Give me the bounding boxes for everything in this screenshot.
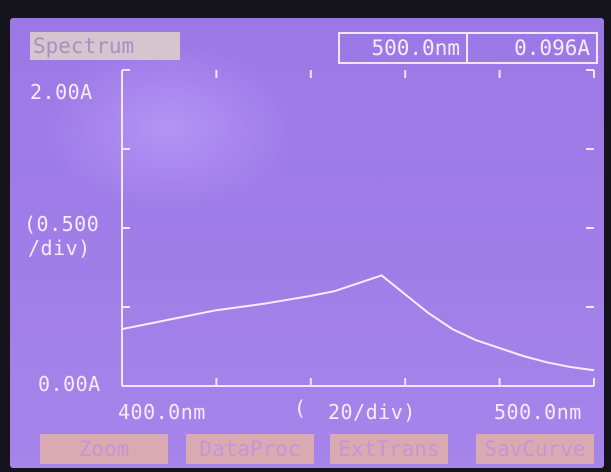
mode-label: Spectrum [30,32,180,60]
instrument-screen: Spectrum 500.0nm 0.096A 2.00A (0.500 /di… [10,18,604,468]
savcurve-softkey[interactable]: SavCurve [476,434,594,464]
x-scale-label-open: ( [294,396,307,420]
y-max-label: 2.00A [30,80,93,104]
spectrum-plot [121,69,595,387]
x-max-label: 500.0nm [494,400,582,424]
absorbance-readout: 0.096A [466,32,598,64]
zoom-softkey[interactable]: Zoom [40,434,168,464]
plot-ticks [121,69,595,387]
dataproc-softkey[interactable]: DataProc [186,434,314,464]
x-scale-label: 20/div) [328,400,416,424]
spectrum-curve [121,274,595,372]
exttrans-softkey[interactable]: ExtTrans [330,434,448,464]
y-scale-label-line2: /div) [28,236,91,260]
y-scale-label-line1: (0.500 [24,212,100,236]
spectrum-line [121,274,595,372]
wavelength-readout: 500.0nm [338,32,468,64]
y-min-label: 0.00A [38,372,101,396]
plot-frame [121,70,594,387]
x-min-label: 400.0nm [118,400,206,424]
